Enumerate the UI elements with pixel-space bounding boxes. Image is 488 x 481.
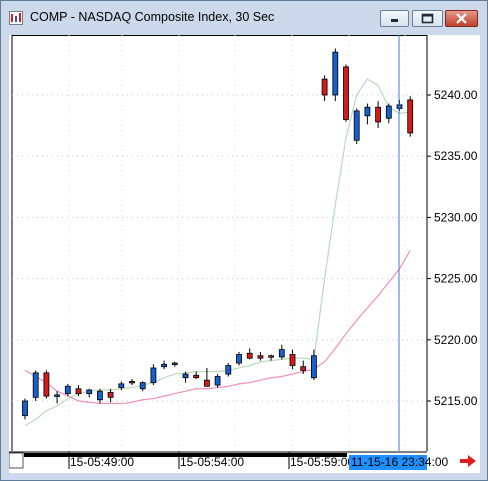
candle-down[interactable] <box>375 106 382 123</box>
candle-up[interactable] <box>225 365 232 375</box>
candle-down[interactable] <box>107 392 114 398</box>
x-tick-label: 15-05:49:00 <box>70 455 134 469</box>
chart-area[interactable]: 5215.00 5220.00 5225.00 5230.00 5235.00 5240.… <box>9 35 480 473</box>
x-tick-label: 15-05:59:00 <box>290 455 354 469</box>
arrow-right-icon <box>460 455 476 467</box>
candle-up[interactable] <box>278 349 285 358</box>
candle-up[interactable] <box>97 390 103 401</box>
time-axis-bar <box>24 453 347 457</box>
time-cursor-label: 11-15-16 23:34:00 <box>351 455 449 469</box>
candle-up[interactable] <box>214 376 221 386</box>
candle-down[interactable] <box>257 355 264 359</box>
x-tick-label: 15-05:54:00 <box>180 455 244 469</box>
candle-up[interactable] <box>64 385 71 395</box>
y-tick-label: 5220.00 <box>434 333 478 347</box>
minimize-icon <box>391 19 398 22</box>
candle-down[interactable] <box>129 381 135 384</box>
candle-up[interactable] <box>54 394 60 397</box>
candle-down[interactable] <box>321 78 328 96</box>
candle-down[interactable] <box>203 379 210 387</box>
candlestick-chart[interactable]: 5215.00 5220.00 5225.00 5230.00 5235.00 5240.… <box>9 35 480 473</box>
plot-frame <box>11 35 428 452</box>
y-tick-label: 5225.00 <box>434 272 478 286</box>
candle-up[interactable] <box>182 373 189 379</box>
candle-down[interactable] <box>43 372 50 397</box>
candle-up[interactable] <box>150 367 157 384</box>
axis-scroll-box[interactable] <box>9 452 24 469</box>
y-tick-label: 5215.00 <box>434 394 478 408</box>
candle-up[interactable] <box>171 362 178 365</box>
candle-down[interactable] <box>289 354 296 366</box>
candle-down[interactable] <box>193 374 200 379</box>
title-bar[interactable]: COMP - NASDAQ Composite Index, 30 Sec <box>1 1 487 35</box>
candle-up[interactable] <box>139 382 146 390</box>
time-cursor-bg <box>349 455 427 470</box>
candle-up[interactable] <box>353 110 360 141</box>
candle-up[interactable] <box>364 106 371 117</box>
maximize-button[interactable] <box>412 10 443 27</box>
y-tick-label: 5235.00 <box>434 149 478 163</box>
candle-down[interactable] <box>268 355 275 358</box>
candle-up[interactable] <box>118 383 125 388</box>
maximize-icon <box>421 13 434 24</box>
y-tick-label: 5230.00 <box>434 210 478 224</box>
y-tick-label: 5240.00 <box>434 88 478 102</box>
bar-chart-icon <box>9 11 23 25</box>
candle-up[interactable] <box>86 389 93 395</box>
candle-down[interactable] <box>300 366 307 371</box>
minimize-button[interactable] <box>380 10 409 27</box>
candle-up[interactable] <box>236 354 242 364</box>
candle-up[interactable] <box>332 51 339 96</box>
scroll-right-button[interactable] <box>458 453 478 469</box>
candle-up[interactable] <box>385 105 392 119</box>
window-title: COMP - NASDAQ Composite Index, 30 Sec <box>30 10 275 24</box>
candle-down[interactable] <box>246 352 253 359</box>
close-icon <box>456 13 467 24</box>
candle-down[interactable] <box>75 388 82 395</box>
candle-up[interactable] <box>22 400 28 417</box>
candle-down[interactable] <box>407 99 414 134</box>
close-button[interactable] <box>445 10 478 27</box>
candle-up[interactable] <box>310 355 317 379</box>
candle-up[interactable] <box>32 372 39 398</box>
candle-up[interactable] <box>161 363 168 368</box>
candle-down[interactable] <box>343 66 349 120</box>
